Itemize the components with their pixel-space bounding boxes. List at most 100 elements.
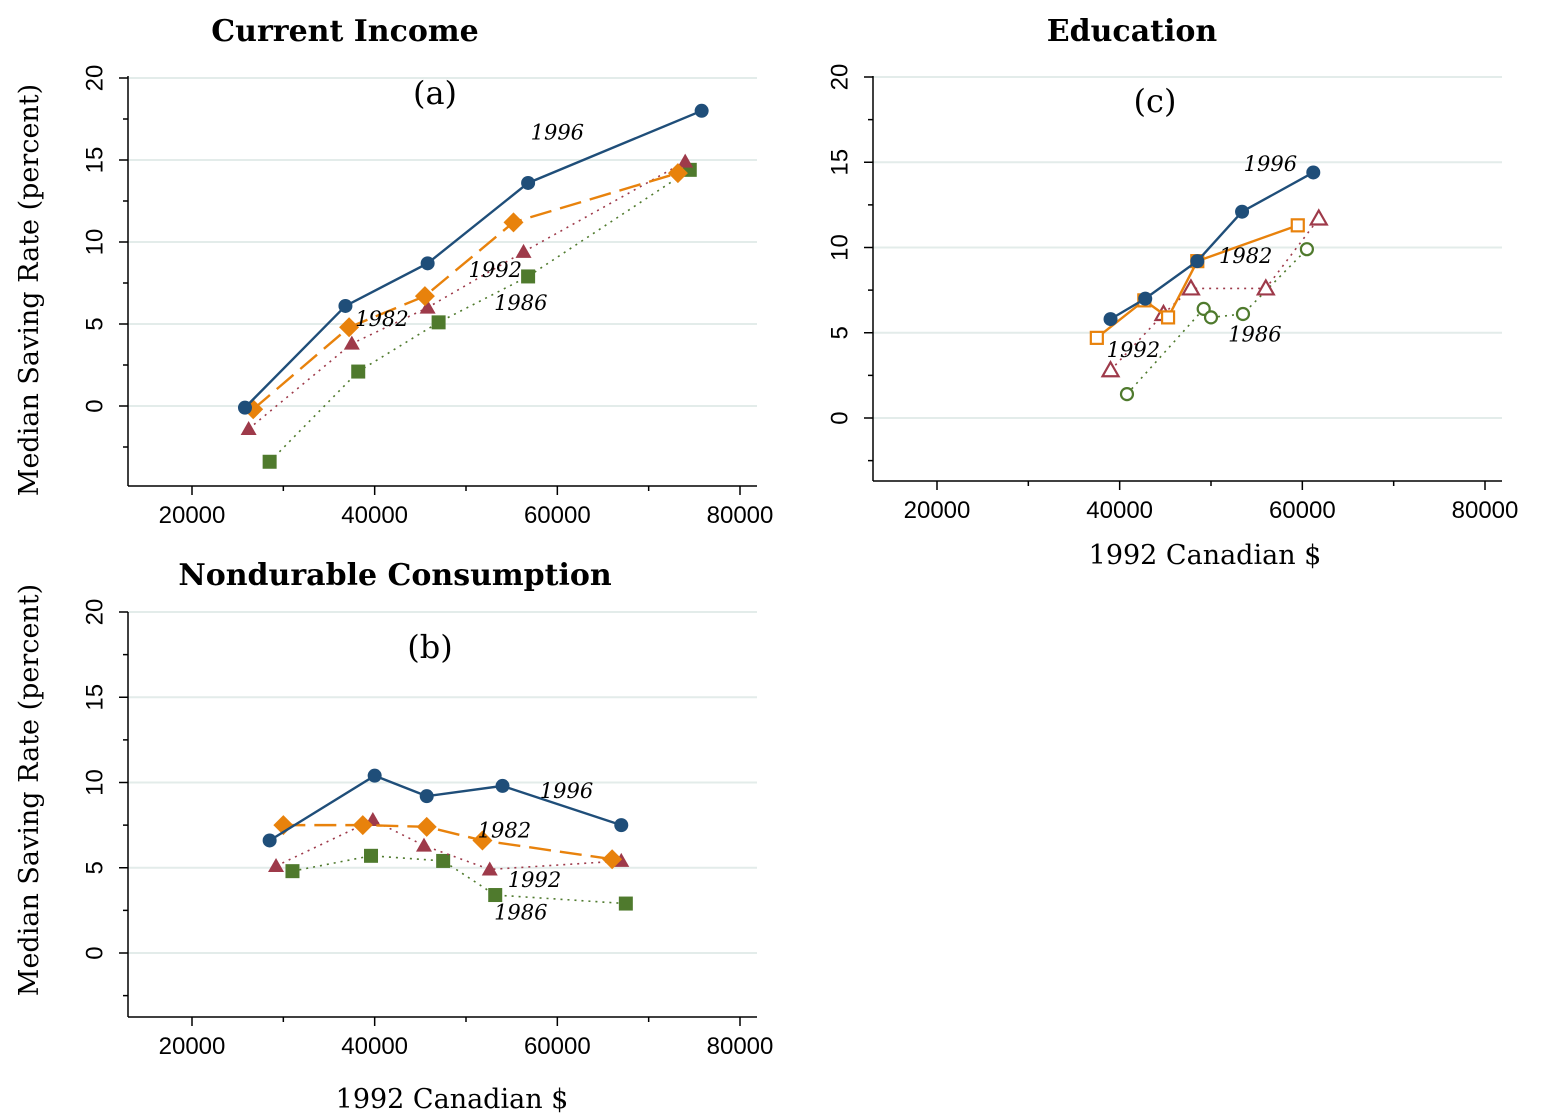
year-annotation: 1986 xyxy=(494,900,547,924)
year-annotation: 1996 xyxy=(1244,152,1297,176)
series-line xyxy=(1109,218,1320,371)
x-tick-label: 60000 xyxy=(524,1033,591,1060)
data-point xyxy=(364,848,379,863)
data-point xyxy=(503,212,524,233)
y-tick-label: 15 xyxy=(81,684,108,711)
data-point xyxy=(343,335,360,350)
data-point xyxy=(419,299,436,314)
x-tick-label: 80000 xyxy=(707,502,774,529)
x-tick-label: 60000 xyxy=(524,502,591,529)
panel-current-income: Current Income Median Saving Rate (perce… xyxy=(14,14,773,529)
panel-nondurable-consumption: Nondurable Consumption Median Saving Rat… xyxy=(14,558,773,1115)
year-annotation: 1986 xyxy=(1228,323,1281,347)
year-annotation: 1992 xyxy=(508,868,561,892)
data-point xyxy=(1100,360,1121,378)
x-tick-label: 20000 xyxy=(159,1033,226,1060)
data-point xyxy=(414,286,435,307)
data-point xyxy=(338,298,353,313)
y-tick-label: 5 xyxy=(81,861,108,874)
x-tick-label: 80000 xyxy=(707,1033,774,1060)
data-point xyxy=(420,256,435,271)
series-1986 xyxy=(1119,242,1315,402)
series-line xyxy=(292,855,626,905)
y-axis-title: Median Saving Rate (percent) xyxy=(14,84,45,496)
y-tick-label: 20 xyxy=(826,64,853,91)
y-tick-label: 10 xyxy=(826,234,853,261)
data-point xyxy=(352,815,373,836)
data-point xyxy=(677,153,694,168)
data-point xyxy=(488,888,503,903)
data-point xyxy=(1308,208,1329,226)
year-annotation: 1982 xyxy=(478,818,531,842)
data-point xyxy=(1160,310,1176,325)
panel-label: (b) xyxy=(407,628,452,666)
panel-label: (a) xyxy=(413,74,457,112)
panel-title: Education xyxy=(1047,14,1218,49)
data-point xyxy=(262,454,277,469)
series-line xyxy=(269,169,691,463)
data-point xyxy=(436,853,451,868)
x-tick-label: 80000 xyxy=(1452,497,1519,524)
data-point xyxy=(515,243,532,258)
series-line xyxy=(252,171,679,411)
data-point xyxy=(1290,218,1305,233)
year-annotation: 1992 xyxy=(1107,338,1160,362)
data-point xyxy=(339,317,360,338)
data-point xyxy=(237,400,252,415)
y-tick-label: 0 xyxy=(826,411,853,424)
data-point xyxy=(521,269,536,284)
y-tick-label: 0 xyxy=(81,946,108,959)
series-1982 xyxy=(273,815,623,870)
series-1996 xyxy=(237,103,709,415)
x-tick-label: 40000 xyxy=(341,502,408,529)
panel-title: Current Income xyxy=(211,14,478,49)
data-point xyxy=(416,816,437,837)
data-point xyxy=(285,864,300,879)
series-line xyxy=(248,160,686,430)
year-annotation: 1982 xyxy=(1219,244,1272,268)
y-tick-label: 5 xyxy=(826,326,853,339)
y-axis-title: Median Saving Rate (percent) xyxy=(14,584,45,996)
y-tick-label: 20 xyxy=(81,65,108,92)
panel-label: (c) xyxy=(1134,82,1177,120)
data-point xyxy=(1119,387,1135,402)
data-point xyxy=(481,861,498,876)
year-annotation: 1992 xyxy=(469,258,522,282)
data-point xyxy=(1255,278,1276,296)
series-1992 xyxy=(1100,208,1329,378)
y-tick-label: 5 xyxy=(81,317,108,330)
data-point xyxy=(667,163,688,184)
year-annotation: 1986 xyxy=(494,291,547,315)
y-tick-label: 20 xyxy=(81,599,108,626)
series-1996 xyxy=(262,768,629,848)
x-tick-label: 20000 xyxy=(159,502,226,529)
data-point xyxy=(1103,312,1118,327)
series-1996 xyxy=(1103,165,1321,327)
x-axis-title: 1992 Canadian $ xyxy=(1089,540,1322,571)
data-point xyxy=(521,175,536,190)
series-1986 xyxy=(285,848,633,911)
data-point xyxy=(495,778,510,793)
data-point xyxy=(1235,204,1250,219)
data-point xyxy=(268,858,285,873)
data-point xyxy=(262,833,277,848)
data-point xyxy=(1089,330,1104,345)
data-point xyxy=(1235,306,1251,322)
data-point xyxy=(694,103,709,118)
data-point xyxy=(614,818,629,833)
y-tick-label: 15 xyxy=(81,147,108,174)
x-tick-label: 40000 xyxy=(1086,497,1153,524)
panel-title: Nondurable Consumption xyxy=(178,558,612,593)
x-tick-label: 60000 xyxy=(1269,497,1336,524)
year-annotation: 1996 xyxy=(540,779,593,803)
x-tick-label: 40000 xyxy=(341,1033,408,1060)
data-point xyxy=(431,315,446,330)
series-1992 xyxy=(240,153,694,435)
data-point xyxy=(1181,278,1201,296)
x-axis-title: 1992 Canadian $ xyxy=(336,1084,569,1115)
data-point xyxy=(240,420,257,435)
data-point xyxy=(351,364,366,379)
data-point xyxy=(415,837,432,852)
data-point xyxy=(472,830,493,851)
y-tick-label: 10 xyxy=(81,229,108,256)
